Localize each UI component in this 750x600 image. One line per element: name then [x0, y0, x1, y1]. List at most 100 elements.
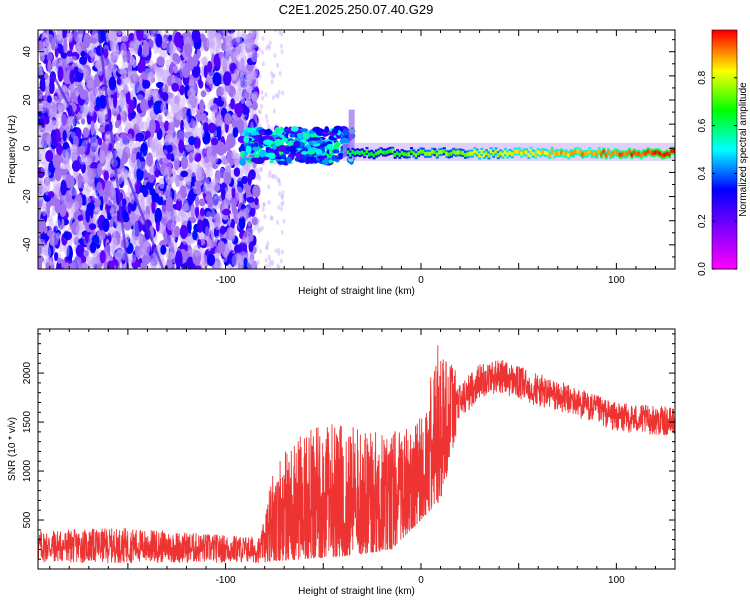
spectrogram-cell: [102, 218, 110, 233]
spectrogram-cell: [202, 130, 211, 145]
spectrogram-cell: [272, 108, 276, 114]
spectrogram-cell: [251, 91, 259, 102]
colorbar-cell: [712, 233, 737, 236]
spectrogram-cell: [89, 142, 99, 157]
colorbar-cell: [712, 249, 737, 252]
spectrogram-cell: [172, 52, 180, 62]
spectrogram-cell: [167, 144, 173, 153]
carrier-core: [524, 150, 528, 155]
colorbar-tick-label: 0.4: [697, 166, 708, 180]
spectrogram-cell: [334, 141, 341, 147]
spectrogram-cell: [152, 89, 159, 97]
spectrogram-cell: [155, 68, 165, 78]
spectrogram-cell: [129, 119, 135, 130]
spectrogram-cell: [236, 30, 241, 44]
spectrogram-cell: [267, 43, 271, 49]
carrier-core: [522, 150, 526, 155]
spectrogram-cell: [75, 223, 83, 236]
carrier-core: [541, 149, 545, 154]
spectrogram-cell: [270, 79, 274, 85]
spectrogram-cell: [169, 115, 174, 130]
carrier-core: [440, 149, 444, 154]
carrier-core: [581, 152, 585, 157]
spectrogram-cell: [38, 103, 42, 111]
spectrogram-cell: [242, 106, 250, 116]
spectrogram-cell: [239, 40, 245, 53]
carrier-core: [628, 149, 632, 154]
spectrogram-cell: [83, 249, 89, 258]
spec-ytick-label: 0: [22, 145, 33, 151]
spectrogram-cell: [242, 54, 248, 70]
spectrogram-cell: [90, 37, 98, 44]
spectrogram-cell: [234, 252, 243, 264]
spectrogram-cell: [124, 69, 131, 83]
spectrogram-cell: [174, 157, 180, 171]
spectrogram-cell: [300, 138, 307, 143]
colorbar-cell: [712, 203, 737, 206]
spectrogram-cell: [78, 66, 87, 74]
spectrogram-cell: [191, 149, 197, 159]
spectrogram-cell: [223, 172, 232, 185]
spectrogram-cell: [97, 110, 104, 119]
colorbar-cell: [712, 257, 737, 260]
spectrogram-cell: [280, 193, 284, 199]
spectrogram-cell: [195, 164, 203, 179]
colorbar-cell: [712, 115, 737, 119]
spectrogram-cell: [240, 80, 248, 88]
colorbar-cell: [712, 225, 737, 228]
carrier-core: [475, 150, 479, 155]
spectrogram-cell: [218, 167, 226, 181]
spectrogram-cell: [64, 123, 71, 132]
spectrogram-cell: [48, 218, 54, 232]
carrier-core: [536, 149, 540, 154]
spectrogram-cell: [71, 187, 76, 200]
spectrogram-cell: [261, 35, 265, 41]
spectrogram-cell: [243, 157, 250, 161]
colorbar-cell: [712, 103, 737, 107]
carrier-core: [393, 152, 397, 157]
spectrogram-cell: [136, 113, 142, 125]
colorbar-cell: [712, 231, 737, 234]
spectrogram-cell: [65, 152, 71, 167]
spectrogram-cell: [57, 66, 64, 82]
spectrogram-cell: [121, 35, 129, 43]
spectrogram-cell: [84, 231, 89, 244]
carrier-core: [367, 152, 371, 157]
spectrogram-cell: [306, 156, 317, 164]
carrier-core: [543, 150, 547, 155]
carrier-core: [492, 151, 496, 156]
spectrogram-cell: [177, 192, 182, 202]
carrier-core: [510, 152, 514, 157]
spectrogram-cell: [151, 144, 156, 151]
colorbar-cell: [712, 171, 737, 174]
carrier-core: [482, 152, 486, 157]
spectrogram-cell: [153, 44, 159, 55]
spectrogram-cell: [133, 114, 143, 125]
spectrogram-cell: [251, 41, 259, 48]
spectrogram-cell: [188, 94, 197, 101]
spectrogram-cell: [46, 134, 52, 148]
spectrogram-cell: [46, 95, 52, 103]
spectrogram-cell: [229, 31, 236, 47]
carrier-core: [473, 149, 477, 154]
spectrogram-cell: [80, 50, 86, 57]
spectrogram-cell: [247, 216, 253, 227]
spectrogram-cell: [148, 166, 154, 173]
carrier-core: [433, 150, 437, 155]
spectrogram-cell: [274, 248, 278, 254]
spectrogram-cell: [151, 192, 160, 203]
spectrogram-cell: [165, 196, 174, 212]
spectrogram-cell: [266, 240, 270, 246]
spectrogram-cell: [190, 203, 195, 220]
spectrogram-cell: [46, 52, 54, 62]
spectrogram-cell: [203, 207, 212, 218]
carrier-core: [614, 150, 618, 155]
colorbar-cell: [712, 87, 737, 91]
spectrogram-cell: [140, 261, 148, 269]
colorbar-cell: [712, 195, 737, 198]
spectrogram-cell: [310, 137, 321, 141]
spectrogram-cell: [108, 76, 117, 91]
spectrogram-cell: [136, 30, 144, 42]
spectrogram-cell: [268, 169, 272, 175]
